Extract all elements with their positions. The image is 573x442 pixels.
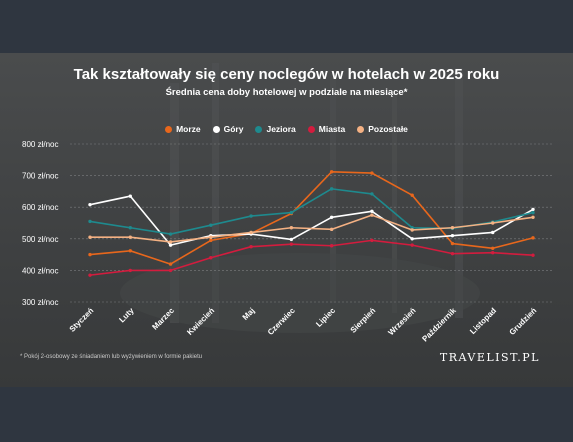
- x-tick-label: Lipiec: [314, 306, 337, 329]
- y-tick-label: 800 zł/noc: [22, 140, 58, 149]
- brand-logo: TRAVELIST.PL: [439, 351, 540, 364]
- data-point: [289, 237, 294, 242]
- legend-item: Góry: [212, 124, 244, 134]
- data-point: [450, 241, 455, 246]
- data-point: [168, 240, 173, 244]
- y-tick-label: 600 zł/noc: [22, 203, 58, 212]
- data-point: [209, 223, 213, 227]
- legend-label: Góry: [223, 124, 244, 134]
- data-point: [209, 256, 213, 260]
- legend-label: Miasta: [318, 124, 346, 134]
- legend-marker: [212, 125, 220, 133]
- legend-item: Jeziora: [255, 124, 296, 134]
- data-point: [410, 228, 414, 232]
- data-point: [209, 235, 213, 239]
- data-point: [249, 230, 253, 235]
- x-tick-label: Sierpień: [349, 306, 378, 335]
- data-point: [491, 246, 495, 250]
- x-tick-label: Wrzesień: [386, 306, 417, 337]
- x-tick-label: Czerwiec: [266, 306, 297, 337]
- data-point: [249, 214, 253, 218]
- data-point: [370, 192, 374, 196]
- data-point: [289, 242, 294, 246]
- legend-marker: [307, 125, 315, 133]
- chart-title: Tak kształtowały się ceny noclegów w hot…: [73, 66, 500, 83]
- legend-marker: [165, 125, 173, 133]
- data-point: [370, 238, 374, 243]
- series-line: [89, 239, 534, 276]
- chart-panel: [0, 53, 573, 387]
- legend-label: Jeziora: [266, 124, 296, 134]
- chart-legend: Morze Góry Jeziora Miasta Pozostałe: [0, 124, 573, 134]
- data-point: [450, 233, 455, 238]
- x-tick-label: Kwiecień: [185, 306, 216, 337]
- data-point: [450, 226, 455, 230]
- data-point: [531, 215, 535, 220]
- data-point: [168, 268, 173, 273]
- data-point: [128, 226, 132, 230]
- x-tick-label: Październik: [420, 306, 458, 344]
- data-point: [289, 210, 294, 215]
- x-tick-label: Listopad: [468, 306, 498, 336]
- legend-marker: [357, 125, 365, 133]
- x-tick-label: Maj: [241, 306, 257, 322]
- y-tick-label: 700 zł/noc: [22, 172, 58, 181]
- x-tick-label: Styczeń: [68, 306, 96, 334]
- data-point: [531, 210, 535, 215]
- data-point: [491, 230, 495, 235]
- data-point: [289, 226, 294, 230]
- forest-background: [0, 53, 573, 387]
- data-point: [531, 236, 535, 240]
- data-point: [128, 249, 132, 253]
- data-point: [370, 213, 374, 217]
- data-point: [370, 171, 374, 175]
- data-point: [491, 221, 495, 225]
- data-point: [329, 215, 334, 220]
- x-tick-label: Marzec: [150, 306, 176, 332]
- data-point: [329, 244, 334, 248]
- data-point: [491, 251, 495, 255]
- data-point: [88, 202, 92, 207]
- legend-label: Pozostałe: [368, 124, 408, 134]
- legend-item: Pozostałe: [357, 124, 408, 134]
- chart-subtitle: Średnia cena doby hotelowej w podziale n…: [165, 87, 408, 98]
- data-point: [531, 253, 535, 257]
- data-point: [329, 187, 334, 191]
- data-point: [209, 238, 213, 243]
- data-point: [450, 251, 455, 256]
- legend-label: Morze: [176, 124, 201, 134]
- data-point: [168, 243, 173, 247]
- footnote: * Pokój 2-osobowy ze śniadaniem lub wyży…: [20, 354, 203, 360]
- data-point: [410, 243, 414, 247]
- data-point: [370, 209, 374, 214]
- data-point: [88, 252, 92, 257]
- data-point: [128, 235, 132, 239]
- series-line: [89, 171, 534, 265]
- data-point: [329, 227, 334, 232]
- series-line: [89, 195, 534, 246]
- data-point: [128, 268, 132, 273]
- data-point: [88, 235, 92, 239]
- x-tick-label: Luty: [117, 306, 136, 325]
- data-point: [168, 262, 173, 266]
- data-point: [410, 193, 414, 197]
- series-line: [89, 214, 534, 243]
- data-point: [410, 237, 414, 241]
- data-point: [88, 273, 92, 277]
- legend-item: Miasta: [307, 124, 346, 134]
- data-point: [329, 170, 334, 174]
- data-point: [128, 194, 132, 198]
- y-tick-label: 500 zł/noc: [22, 235, 58, 244]
- y-tick-label: 300 zł/noc: [22, 298, 58, 307]
- legend-item: Morze: [165, 124, 201, 134]
- data-point: [249, 245, 253, 249]
- x-tick-label: Grudzień: [508, 306, 539, 337]
- legend-marker: [255, 125, 263, 133]
- y-tick-label: 400 zł/noc: [22, 266, 58, 275]
- data-point: [88, 219, 92, 224]
- data-point: [531, 207, 535, 212]
- data-point: [168, 232, 173, 236]
